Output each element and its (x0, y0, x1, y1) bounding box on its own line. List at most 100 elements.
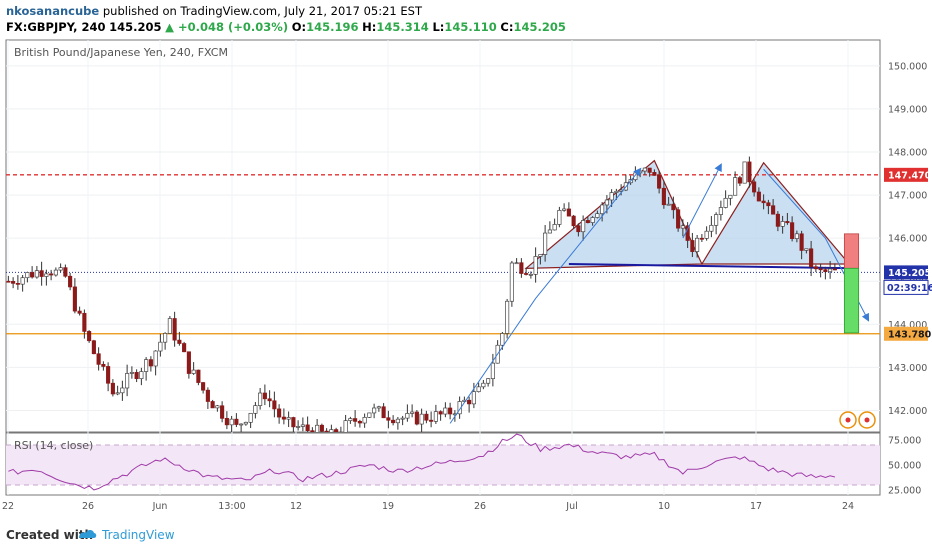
candle-up (163, 333, 168, 343)
chart-area[interactable]: British Pound/Japanese Yen, 240, FXCM RS… (0, 36, 932, 518)
candle-down (809, 248, 814, 268)
candle-down (585, 220, 590, 223)
candle-up (780, 221, 785, 227)
candle-up (125, 373, 130, 389)
time-tick-label: 26 (474, 501, 486, 512)
candle-down (324, 430, 329, 432)
candle-down (291, 417, 296, 428)
current-price-badge-label: 145.205 (888, 268, 931, 279)
price-tick-label: 150.000 (888, 61, 927, 72)
time-tick-label: 22 (2, 501, 14, 512)
price-tick-label: 148.000 (888, 148, 927, 159)
candle-up (286, 417, 291, 420)
overlay-drawings (449, 163, 870, 424)
rsi-axis[interactable]: 75.000 50.000 25.000 (888, 436, 921, 497)
candle-up (794, 233, 799, 239)
low-label: L: (432, 20, 445, 34)
support-badge (884, 326, 928, 341)
candle-up (253, 405, 258, 414)
candle-down (106, 366, 111, 384)
candle-up (25, 272, 30, 279)
candle-up (300, 424, 305, 427)
candle-up (153, 350, 158, 367)
high-label: H: (362, 20, 377, 34)
candle-up (419, 413, 424, 425)
published-text: published on TradingView.com, July 21, 2… (102, 4, 422, 18)
candle-up (139, 371, 144, 380)
candle-up (348, 418, 353, 421)
trend-arrow (682, 163, 722, 239)
symbol-title: British Pound/Japanese Yen, 240, FXCM (14, 46, 228, 59)
candle-up (695, 237, 700, 252)
candle-up (595, 213, 600, 218)
candle-series (6, 156, 837, 432)
time-tick-label: 10 (658, 501, 670, 512)
candle-down (438, 411, 443, 415)
candle-up (709, 224, 714, 232)
trend-arrow (449, 167, 642, 424)
price-axis[interactable]: 150.000149.000148.000147.000146.000145.0… (888, 61, 927, 417)
time-tick-label: 17 (750, 501, 762, 512)
candle-up (714, 214, 719, 226)
time-tick-label: 19 (382, 501, 394, 512)
time-tick-label: 26 (82, 501, 94, 512)
candle-up (642, 167, 647, 172)
candle-down (391, 419, 396, 424)
rsi-title: RSI (14, close) (14, 439, 93, 452)
candle-down (220, 405, 225, 419)
candle-down (39, 270, 44, 277)
price-badges: 147.470 145.205 02:39:16 143.780 (883, 167, 932, 341)
candle-up (433, 411, 438, 422)
candle-up (500, 333, 505, 346)
candle-up (557, 210, 562, 225)
candle-down (771, 205, 776, 215)
stop-loss-zone (843, 233, 860, 269)
candle-up (34, 270, 39, 278)
candle-up (395, 418, 400, 424)
candle-down (747, 161, 752, 183)
candle-down (186, 351, 191, 374)
candle-down (756, 191, 761, 202)
candle-up (158, 341, 163, 352)
time-axis[interactable]: 22 26 Jun 13:00 12 19 26 Jul 10 17 24 (2, 501, 854, 512)
candle-down (87, 331, 92, 342)
candle-up (581, 220, 586, 233)
publish-line: nkosanancube published on TradingView.co… (6, 4, 422, 18)
candle-up (509, 262, 514, 302)
tradingview-brand[interactable]: TradingView (102, 528, 175, 542)
candle-down (281, 416, 286, 420)
candle-down (272, 400, 277, 410)
candle-up (562, 208, 567, 211)
candle-up (543, 232, 548, 255)
support-badge-label: 143.780 (888, 329, 932, 340)
candle-down (196, 369, 201, 383)
candle-up (528, 273, 533, 276)
created-with-label: Created with (6, 528, 94, 542)
candle-up (248, 412, 253, 423)
candle-down (15, 283, 20, 285)
candle-down (234, 418, 239, 425)
candle-down (267, 398, 272, 402)
candle-up (680, 225, 685, 229)
author-name[interactable]: nkosanancube (6, 4, 100, 18)
candle-down (134, 372, 139, 380)
candle-up (315, 424, 320, 432)
candle-up (609, 192, 614, 201)
close-value: 145.205 (513, 20, 566, 34)
candle-up (20, 277, 25, 285)
candle-down (576, 225, 581, 233)
candle-down (82, 312, 87, 332)
candle-up (552, 224, 557, 231)
candle-up (58, 267, 63, 271)
candle-up (666, 203, 671, 206)
candle-down (110, 382, 115, 395)
chart-settings-buttons[interactable] (839, 411, 876, 429)
candle-down (799, 233, 804, 251)
candle-up (486, 378, 491, 384)
candle-up (481, 382, 486, 388)
candle-up (129, 372, 134, 374)
candle-up (704, 230, 709, 239)
footer: Created with TradingView (0, 518, 932, 550)
candle-down (357, 421, 362, 424)
candle-up (367, 412, 372, 418)
